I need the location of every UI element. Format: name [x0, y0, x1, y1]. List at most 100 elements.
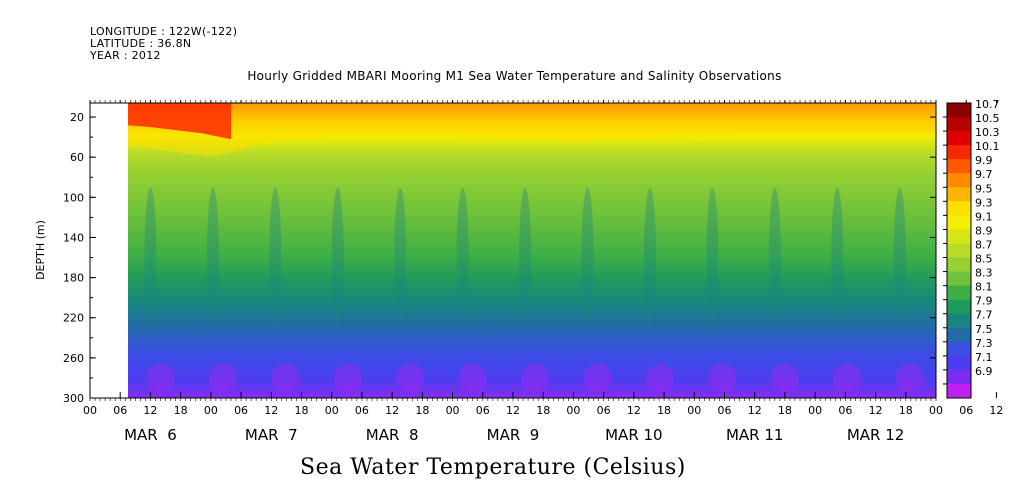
x-tick-label: 12	[385, 404, 399, 417]
x-day-label: MAR 10	[605, 426, 662, 444]
x-day-label: MAR 8	[366, 426, 419, 444]
colorbar-label: 8.5	[975, 253, 993, 266]
wave-streak	[394, 187, 407, 328]
x-tick-label: 06	[234, 404, 248, 417]
cold-blob	[396, 363, 425, 392]
no-data-region	[90, 103, 126, 398]
y-tick-label: 220	[63, 312, 84, 325]
wave-streak	[643, 187, 656, 328]
longitude-label: LONGITUDE : 122W(-122)	[90, 25, 238, 38]
surface-warm-patch	[128, 103, 231, 140]
x-day-label: MAR 7	[245, 426, 298, 444]
wave-streak	[768, 187, 781, 328]
x-tick-label: 00	[687, 404, 701, 417]
cold-blob	[645, 363, 674, 392]
x-tick-label: 00	[83, 404, 97, 417]
y-tick-label: 180	[63, 272, 84, 285]
x-tick-label: 18	[415, 404, 429, 417]
x-tick-label: 06	[959, 404, 973, 417]
wave-streak	[831, 187, 844, 328]
latitude-label: LATITUDE : 36.8N	[90, 37, 192, 50]
y-tick-label: 140	[63, 231, 84, 244]
wave-streak	[144, 187, 157, 328]
cold-blob	[458, 363, 487, 392]
x-tick-label: 06	[838, 404, 852, 417]
colorbar-swatch	[947, 145, 971, 160]
x-tick-label: 12	[989, 404, 1003, 417]
x-tick-label: 18	[536, 404, 550, 417]
colorbar-label: 8.7	[975, 238, 993, 251]
x-tick-label: 12	[627, 404, 641, 417]
cold-blob	[708, 363, 737, 392]
x-tick-label: 12	[506, 404, 520, 417]
year-label: YEAR : 2012	[90, 49, 161, 62]
colorbar-swatch	[947, 299, 971, 315]
colorbar-label: 7.3	[975, 337, 993, 350]
y-tick-label: 20	[70, 111, 84, 124]
colorbar-label: 10.5	[975, 112, 1000, 125]
y-tick-label: 260	[63, 352, 84, 365]
wave-streak	[519, 187, 532, 328]
x-day-label: MAR 6	[124, 426, 177, 444]
cold-blob	[208, 363, 237, 392]
colorbar-swatch	[947, 285, 971, 301]
y-tick-label: 300	[63, 392, 84, 405]
x-tick-label: 06	[718, 404, 732, 417]
x-tick-label: 00	[325, 404, 339, 417]
x-tick-label: 06	[597, 404, 611, 417]
colorbar-label: 9.3	[975, 196, 993, 209]
x-tick-label: 00	[808, 404, 822, 417]
colorbar-label: 9.5	[975, 182, 993, 195]
colorbar-swatch	[947, 201, 971, 216]
x-tick-label: 18	[657, 404, 671, 417]
colorbar-swatch	[947, 229, 971, 244]
colorbar-swatch	[947, 187, 971, 202]
colorbar-label: 7.9	[975, 295, 993, 308]
colorbar-label: 10.3	[975, 126, 1000, 139]
colorbar-swatch	[947, 383, 971, 399]
x-tick-label: 06	[113, 404, 127, 417]
colorbar-swatch	[947, 131, 971, 146]
x-tick-label: 12	[869, 404, 883, 417]
y-tick-label: 100	[63, 191, 84, 204]
x-day-label: MAR 9	[487, 426, 540, 444]
colorbar-swatch	[947, 159, 971, 174]
x-tick-label: 00	[929, 404, 943, 417]
colorbar-swatch	[947, 103, 971, 118]
x-tick-label: 00	[204, 404, 218, 417]
chart-title: Hourly Gridded MBARI Mooring M1 Sea Wate…	[247, 69, 782, 83]
x-day-label: MAR 12	[847, 426, 904, 444]
colorbar-swatch	[947, 215, 971, 230]
x-tick-label: 06	[355, 404, 369, 417]
x-tick-label: 00	[446, 404, 460, 417]
wave-streak	[331, 187, 344, 328]
wave-streak	[581, 187, 594, 328]
colorbar-label: 10.1	[975, 140, 1000, 153]
colorbar-label: 7.5	[975, 323, 993, 336]
colorbar-swatch	[947, 257, 971, 273]
colorbar-label: 7.7	[975, 309, 993, 322]
colorbar: 10.710.510.310.19.99.79.59.39.18.98.7 8.5…	[943, 98, 1000, 399]
colorbar-swatch	[947, 313, 971, 329]
x-tick-label: 18	[174, 404, 188, 417]
heatmap-field	[128, 103, 936, 398]
colorbar-swatch	[947, 117, 971, 132]
colorbar-label: 9.7	[975, 168, 993, 181]
colorbar-label: 8.9	[975, 224, 993, 237]
colorbar-label: 9.9	[975, 154, 993, 167]
cold-blob	[271, 363, 300, 392]
x-tick-label: 00	[566, 404, 580, 417]
heatmap-base	[128, 103, 936, 398]
colorbar-frame	[946, 102, 972, 399]
x-tick-label: 18	[295, 404, 309, 417]
axes: 20 60 100 140 180 220 260 300 DEPTH (m) 00 06 12 18 0…	[34, 100, 1003, 444]
wave-streak	[206, 187, 219, 328]
colorbar-swatch	[947, 173, 971, 188]
x-tick-label: 18	[899, 404, 913, 417]
colorbar-swatch	[947, 355, 971, 371]
colorbar-swatch	[947, 243, 971, 259]
wave-streak	[893, 187, 906, 328]
cold-blob	[333, 363, 362, 392]
colorbar-swatch	[947, 341, 971, 357]
